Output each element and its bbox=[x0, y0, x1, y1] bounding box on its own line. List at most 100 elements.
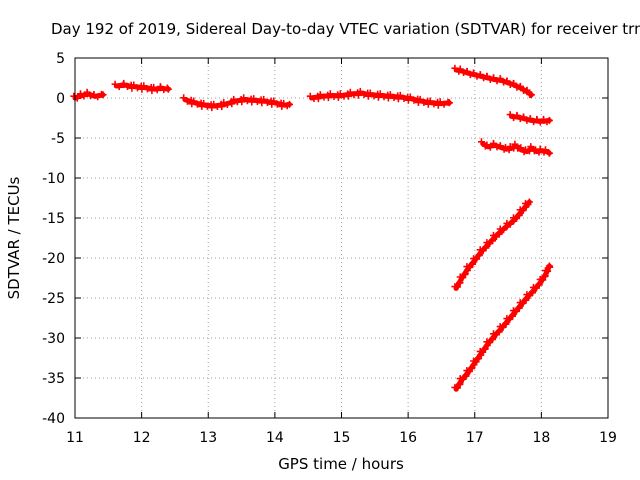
series-line bbox=[453, 67, 534, 98]
data-point bbox=[346, 88, 354, 96]
data-point bbox=[522, 296, 530, 304]
data-point bbox=[509, 312, 516, 320]
data-point bbox=[111, 80, 119, 88]
data-point bbox=[500, 78, 508, 86]
data-point bbox=[344, 92, 352, 100]
data-point bbox=[519, 206, 527, 214]
y-tick-label: -30 bbox=[42, 331, 65, 347]
x-tick-label: 12 bbox=[133, 430, 151, 446]
data-point bbox=[522, 146, 529, 154]
data-point bbox=[163, 84, 171, 92]
data-point bbox=[356, 87, 364, 95]
data-point bbox=[527, 143, 535, 151]
data-point bbox=[410, 96, 418, 104]
data-point bbox=[456, 65, 464, 73]
data-point bbox=[461, 270, 469, 278]
data-point bbox=[360, 91, 368, 98]
data-point bbox=[493, 143, 501, 151]
data-point bbox=[330, 93, 338, 100]
data-point bbox=[306, 92, 314, 100]
data-point bbox=[506, 143, 514, 151]
data-point bbox=[144, 85, 151, 93]
data-point bbox=[476, 71, 484, 79]
data-point bbox=[495, 328, 503, 336]
data-point bbox=[200, 99, 208, 107]
data-point bbox=[516, 144, 524, 152]
data-point bbox=[520, 113, 527, 121]
data-point bbox=[500, 226, 508, 234]
data-point bbox=[230, 95, 238, 103]
data-point bbox=[510, 79, 517, 87]
data-point bbox=[370, 92, 378, 100]
y-tick-label: 0 bbox=[56, 91, 65, 107]
data-point bbox=[366, 89, 374, 97]
data-point bbox=[203, 102, 211, 110]
data-point bbox=[286, 100, 293, 108]
data-point bbox=[530, 147, 538, 155]
data-point bbox=[134, 84, 141, 92]
data-point bbox=[260, 95, 268, 103]
data-point bbox=[140, 82, 148, 90]
data-point bbox=[523, 87, 531, 95]
data-point bbox=[180, 94, 188, 102]
data-point bbox=[460, 69, 468, 76]
data-point bbox=[164, 85, 172, 93]
data-point bbox=[240, 94, 248, 102]
data-point bbox=[515, 304, 523, 312]
data-point bbox=[535, 281, 543, 289]
data-point bbox=[525, 198, 533, 206]
x-axis-label: GPS time / hours bbox=[278, 455, 404, 473]
x-tick-label: 17 bbox=[466, 430, 484, 446]
data-point bbox=[478, 138, 485, 146]
x-tick-label: 13 bbox=[199, 430, 217, 446]
data-point bbox=[253, 98, 261, 105]
data-point bbox=[436, 98, 444, 106]
data-point bbox=[468, 364, 475, 372]
data-point bbox=[528, 289, 536, 297]
data-point bbox=[115, 83, 123, 91]
data-point bbox=[489, 335, 496, 343]
series-arc9 bbox=[451, 262, 554, 392]
series-arc8 bbox=[451, 198, 533, 291]
data-point bbox=[483, 72, 491, 80]
series-arc2 bbox=[111, 79, 172, 95]
series-arc6 bbox=[506, 111, 553, 126]
data-point bbox=[390, 94, 398, 101]
data-point bbox=[545, 149, 553, 157]
plot-frame bbox=[74, 57, 609, 419]
data-point bbox=[193, 100, 201, 108]
data-point bbox=[210, 100, 218, 108]
data-point bbox=[462, 372, 470, 380]
y-tick-label: 5 bbox=[56, 51, 65, 67]
x-tick-label: 16 bbox=[399, 430, 417, 446]
y-tick-label: -35 bbox=[42, 371, 65, 387]
data-point bbox=[513, 111, 521, 119]
data-point bbox=[324, 94, 332, 102]
data-point bbox=[386, 91, 394, 99]
y-tick-label: -40 bbox=[42, 411, 65, 427]
series-arc3 bbox=[180, 94, 293, 112]
data-point bbox=[502, 320, 510, 328]
data-point bbox=[482, 244, 490, 252]
data-point bbox=[463, 67, 471, 75]
data-point bbox=[545, 262, 553, 270]
data-point bbox=[120, 79, 128, 87]
data-point bbox=[87, 92, 94, 100]
data-point bbox=[496, 75, 504, 83]
data-point bbox=[544, 267, 552, 275]
series-arc1 bbox=[70, 88, 107, 102]
data-point bbox=[238, 98, 246, 106]
data-point bbox=[420, 99, 428, 106]
data-point bbox=[515, 211, 523, 219]
data-point bbox=[506, 220, 514, 228]
data-point bbox=[396, 91, 404, 99]
data-point bbox=[380, 93, 388, 101]
data-point bbox=[218, 103, 226, 111]
data-point bbox=[400, 95, 408, 102]
data-layer bbox=[70, 64, 554, 392]
data-point bbox=[489, 237, 496, 245]
y-tick-label: -10 bbox=[42, 171, 65, 187]
y-tick-label: -5 bbox=[51, 131, 65, 147]
data-point bbox=[496, 142, 504, 150]
